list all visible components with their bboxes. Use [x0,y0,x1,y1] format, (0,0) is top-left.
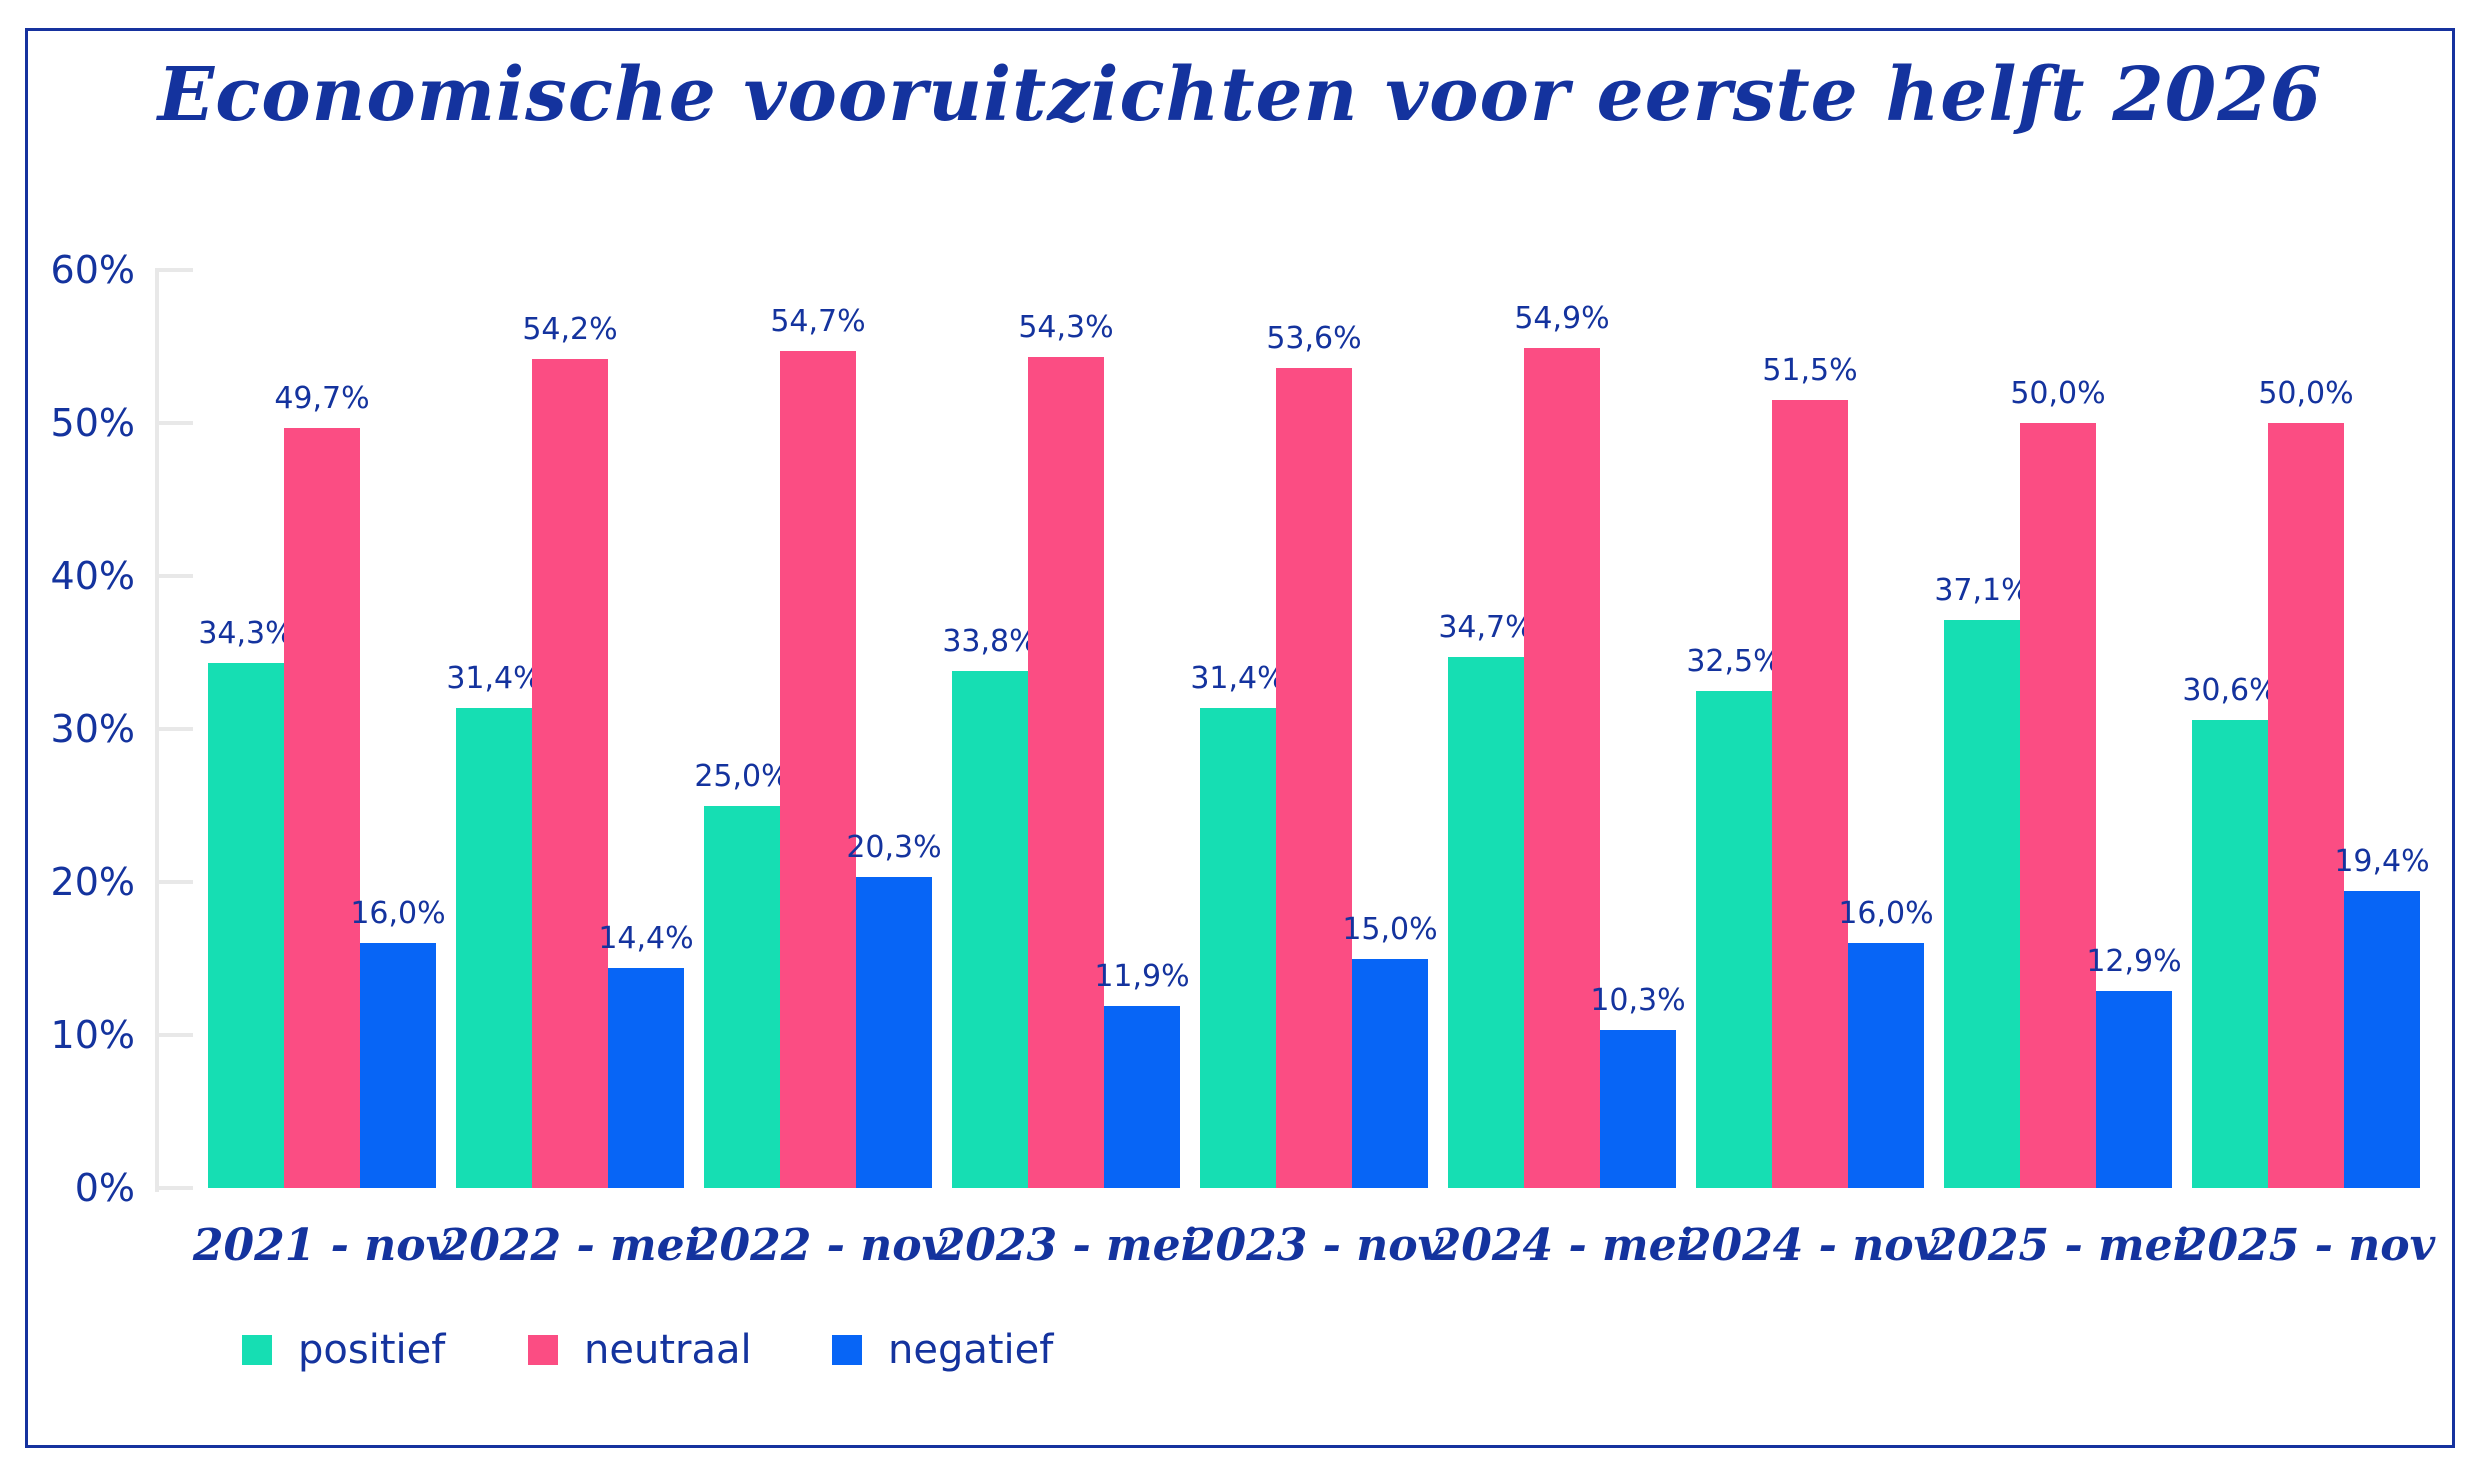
legend-label: positief [298,1327,446,1373]
y-axis-label: 0% [74,1166,135,1210]
y-axis-label: 40% [50,554,135,598]
bar-positief [208,663,284,1188]
bar-neutraal [532,358,608,1188]
bar-positief [1448,657,1524,1188]
y-axis-label: 60% [50,248,135,292]
bar-value-label: 34,3% [198,616,294,652]
y-axis-label: 20% [50,860,135,904]
y-axis-tick [155,1186,193,1190]
bar-positief [456,707,532,1188]
bar-value-label: 54,7% [770,304,866,340]
x-axis-label: 2024 - mei [1430,1220,1694,1271]
bar-value-label: 14,4% [598,920,694,956]
bar-value-label: 50,0% [2010,376,2106,411]
chart-title: Economische vooruitzichten voor eerste h… [157,52,2323,138]
x-axis-label: 2022 - mei [438,1220,702,1271]
x-axis-label: 2021 - nov [192,1220,452,1271]
legend-item-positief: positief [242,1330,445,1370]
bar-positief [952,670,1028,1188]
bar-value-label: 37,1% [1934,573,2030,609]
x-axis-label: 2023 - nov [1184,1220,1444,1271]
bar-value-label: 10,3% [1590,983,1686,1019]
bar-positief [1944,620,2020,1188]
bar-value-label: 54,2% [522,311,618,347]
legend-swatch-positief [242,1335,272,1365]
x-axis-label: 2022 - nov [688,1220,948,1271]
bar-neutraal [1276,367,1352,1188]
bar-neutraal [2268,423,2344,1188]
bar-neutraal [1028,357,1104,1188]
bar-negatief [1104,1005,1180,1188]
y-axis-tick [155,574,193,578]
y-axis-line [155,270,159,1192]
bar-negatief [608,967,684,1188]
y-axis-label: 30% [50,707,135,751]
y-axis-tick [155,421,193,425]
y-axis-tick [155,268,193,272]
bar-neutraal [1772,400,1848,1188]
legend-swatch-neutraal [528,1335,558,1365]
bar-negatief [360,943,436,1188]
bar-value-label: 19,4% [2334,844,2430,880]
bar-value-label: 51,5% [1762,353,1858,389]
bar-value-label: 49,7% [274,380,370,416]
bar-value-label: 25,0% [694,758,790,794]
bar-value-label: 30,6% [2182,672,2278,708]
bar-negatief [2344,891,2420,1188]
bar-negatief [1600,1030,1676,1188]
bar-negatief [1848,943,1924,1188]
bar-neutraal [1524,348,1600,1188]
bar-neutraal [780,351,856,1188]
legend-item-negatief: negatief [832,1330,1053,1370]
y-axis-label: 10% [50,1013,135,1057]
bar-negatief [1352,958,1428,1188]
bar-value-label: 15,0% [1342,911,1438,947]
bar-value-label: 12,9% [2086,943,2182,979]
bar-negatief [856,877,932,1188]
bar-value-label: 16,0% [1838,896,1934,932]
y-axis-tick [155,880,193,884]
y-axis-label: 50% [50,401,135,445]
bar-value-label: 20,3% [846,830,942,866]
bar-positief [1200,707,1276,1188]
bar-value-label: 50,0% [2258,376,2354,411]
bar-value-label: 32,5% [1686,643,1782,679]
y-axis-tick [155,727,193,731]
legend-swatch-negatief [832,1335,862,1365]
bar-positief [1696,690,1772,1188]
bar-neutraal [284,427,360,1188]
bar-positief [2192,719,2268,1188]
bar-value-label: 11,9% [1094,958,1190,994]
bar-value-label: 54,3% [1018,310,1114,346]
legend-item-neutraal: neutraal [528,1330,752,1370]
bar-value-label: 34,7% [1438,610,1534,646]
bar-positief [704,805,780,1188]
y-axis-tick [155,1033,193,1037]
legend-label: negatief [888,1327,1054,1373]
bar-negatief [2096,990,2172,1188]
bar-value-label: 31,4% [1190,660,1286,696]
bar-value-label: 31,4% [446,660,542,696]
legend-label: neutraal [584,1327,752,1373]
x-axis-label: 2025 - nov [2176,1220,2436,1271]
bar-neutraal [2020,423,2096,1188]
bar-value-label: 33,8% [942,623,1038,659]
bar-value-label: 53,6% [1266,320,1362,356]
bar-value-label: 16,0% [350,896,446,932]
x-axis-label: 2024 - nov [1680,1220,1940,1271]
x-axis-label: 2025 - mei [1926,1220,2190,1271]
x-axis-label: 2023 - mei [934,1220,1198,1271]
bar-value-label: 54,9% [1514,301,1610,337]
